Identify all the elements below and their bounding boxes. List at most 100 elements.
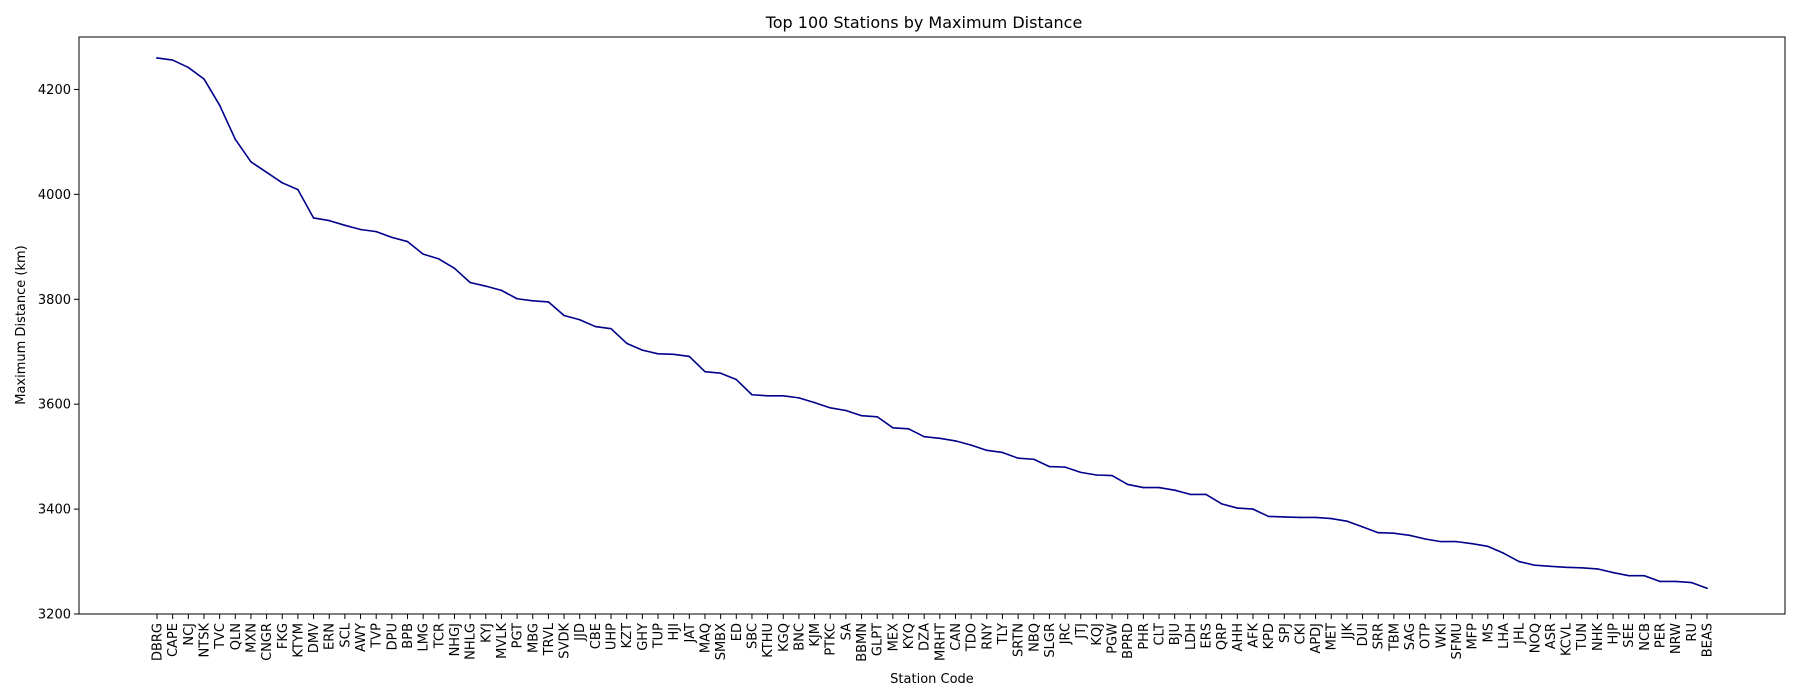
- data-point: [954, 440, 957, 442]
- x-tick-label: OTP: [1419, 623, 1434, 649]
- x-tick-label: QRP: [1215, 623, 1230, 650]
- data-point: [672, 353, 675, 356]
- data-point: [923, 435, 925, 438]
- data-point: [359, 228, 362, 231]
- data-point: [657, 353, 659, 355]
- data-point: [328, 219, 331, 222]
- data-point: [1079, 471, 1082, 474]
- data-point: [1393, 532, 1395, 535]
- x-tick-label: TUN: [1575, 623, 1590, 651]
- x-tick-label: MS: [1481, 623, 1496, 642]
- data-point: [876, 415, 879, 418]
- x-tick-label: KGQ: [777, 623, 792, 652]
- data-point: [1252, 508, 1254, 510]
- data-point: [1001, 451, 1004, 454]
- x-tick-label: FKG: [276, 623, 291, 649]
- y-tick-label: 4200: [38, 83, 71, 98]
- data-point: [641, 349, 644, 351]
- x-tick-label: CBE: [589, 623, 604, 649]
- data-point: [1440, 540, 1442, 543]
- data-point: [907, 428, 910, 430]
- x-tick-label: DPU: [385, 623, 400, 650]
- x-tick-label: UHP: [605, 623, 620, 650]
- data-point: [1706, 587, 1708, 590]
- x-tick-label: PGW: [1106, 623, 1121, 654]
- x-tick-label: NHK: [1591, 623, 1606, 652]
- x-tick-label: DMV: [307, 623, 322, 653]
- data-point: [234, 138, 237, 141]
- data-point: [406, 240, 409, 243]
- x-tick-label: JRC: [1059, 623, 1074, 645]
- data-point: [1690, 581, 1693, 584]
- data-point: [531, 300, 534, 302]
- data-point: [1314, 516, 1317, 519]
- data-point: [845, 409, 847, 412]
- data-point: [704, 370, 706, 373]
- x-tick-label: NOQ: [1528, 623, 1543, 653]
- x-tick-label: MFP: [1466, 623, 1481, 650]
- x-tick-label: SRTN: [1012, 623, 1027, 657]
- data-point: [1299, 516, 1301, 519]
- data-point: [1064, 466, 1066, 468]
- data-point: [156, 57, 158, 59]
- x-tick-label: NHLG: [464, 623, 479, 660]
- x-tick-label: TVC: [213, 623, 228, 650]
- data-point: [1580, 567, 1583, 569]
- data-point: [1142, 486, 1145, 489]
- data-point: [1424, 538, 1426, 540]
- data-point: [1533, 564, 1536, 567]
- x-tick-label: AFK: [1246, 623, 1261, 648]
- data-point: [1236, 507, 1239, 509]
- data-point: [516, 297, 518, 300]
- data-point: [1408, 534, 1411, 537]
- x-tick-label: RNY: [980, 623, 995, 650]
- plot-frame: [78, 36, 1786, 615]
- x-tick-label: BPB: [401, 623, 416, 649]
- x-tick-label: TRVL: [542, 622, 557, 656]
- data-point: [860, 414, 863, 417]
- x-tick-label: TCR: [432, 623, 447, 649]
- data-point: [171, 59, 174, 61]
- y-axis-title: Maximum Distance (km): [14, 245, 29, 405]
- data-point: [829, 407, 832, 409]
- x-tick-label: MRHT: [933, 623, 948, 661]
- x-tick-label: QLN: [229, 623, 244, 650]
- y-tick-label: 4000: [38, 188, 71, 203]
- data-point: [1612, 571, 1614, 574]
- x-tick-label: NCJ: [182, 623, 197, 646]
- data-point: [1659, 580, 1661, 583]
- data-point: [203, 78, 205, 80]
- data-point: [422, 253, 424, 255]
- x-tick-label: ERS: [1199, 623, 1214, 649]
- data-point: [766, 394, 769, 397]
- data-point: [625, 342, 628, 345]
- data-point: [1017, 457, 1019, 460]
- x-tick-label: TUP: [652, 623, 667, 649]
- x-tick-label: KTHU: [761, 623, 776, 658]
- y-tick-label: 3800: [38, 293, 71, 308]
- data-point: [218, 104, 221, 106]
- data-point: [1158, 486, 1160, 489]
- data-point: [1267, 515, 1270, 518]
- x-tick-label: JTJ: [1074, 623, 1089, 640]
- x-tick-label: WKI: [1434, 623, 1449, 648]
- data-point: [1126, 483, 1129, 486]
- data-point: [438, 258, 440, 260]
- x-tick-label: NTSK: [197, 623, 212, 658]
- data-point: [1377, 531, 1380, 534]
- x-tick-label: LMG: [417, 623, 432, 652]
- y-tick-label: 3200: [38, 608, 71, 623]
- x-tick-label: MET: [1325, 623, 1340, 650]
- data-point: [939, 437, 941, 440]
- x-tick-label: MBG: [526, 623, 541, 653]
- x-tick-label: KPD: [1262, 623, 1277, 649]
- x-axis-title: Station Code: [890, 672, 974, 687]
- data-point: [1502, 552, 1505, 554]
- data-point: [250, 161, 252, 163]
- x-tick-label: KYQ: [902, 623, 917, 649]
- x-tick-label: SEE: [1622, 623, 1637, 648]
- data-point: [594, 325, 597, 328]
- data-point: [1596, 568, 1599, 570]
